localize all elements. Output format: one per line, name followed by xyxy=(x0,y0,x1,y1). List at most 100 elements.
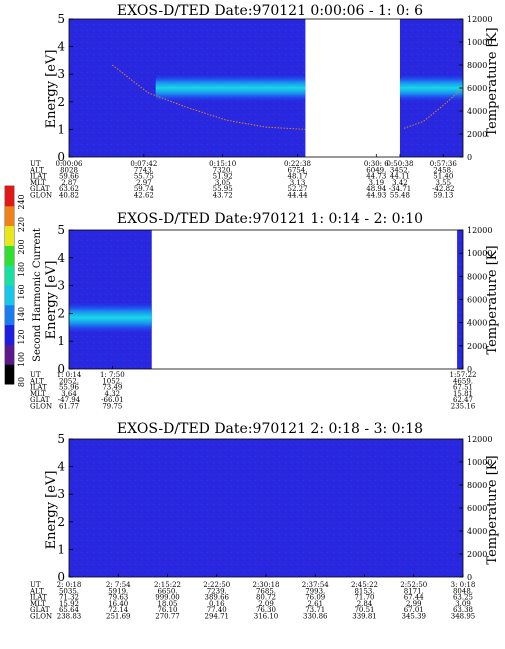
panel-1-yticks: 0 1 2 3 4 5 xyxy=(57,12,73,164)
panel-3-ylabel: Energy [eV] xyxy=(44,471,59,550)
panel-1: EXOS-D/TED Date:970121 0:00:06 - 1: 0: 6… xyxy=(29,3,500,200)
cell-glat: -66.01 xyxy=(101,396,123,404)
cell-ut: 0:30: 6 xyxy=(364,160,389,168)
panel-1-y2ticks: 0 2000 4000 6000 8000 10000 12000 xyxy=(459,15,492,162)
ytick-label: 4 xyxy=(57,40,65,54)
colorbar-tick-label: 160 xyxy=(17,284,26,299)
panel-2: EXOS-D/TED Date:970121 1: 0:14 - 2: 0:10… xyxy=(29,211,500,411)
energy-peak-band xyxy=(69,302,152,333)
cell-ilat: 44.11 xyxy=(390,173,410,181)
cell-alt: 8028 xyxy=(60,166,78,174)
cell-mlt: 4.32 xyxy=(105,390,121,398)
ytick-label: 3 xyxy=(57,67,65,81)
cell-glat: 76.10 xyxy=(157,606,177,614)
cell-glat: 63.38 xyxy=(453,606,473,614)
cell-ut: 2:52:50 xyxy=(400,581,427,589)
panel-1-title: EXOS-D/TED Date:970121 0:00:06 - 1: 0: 6 xyxy=(117,3,423,19)
panel-3: EXOS-D/TED Date:970121 2: 0:18 - 3: 0:18… xyxy=(29,421,500,621)
temperature-trace xyxy=(403,87,464,129)
colorbar-cell xyxy=(5,304,14,326)
colorbar-label: Second Harmonic Current xyxy=(32,228,43,362)
row-label-alt: ALT xyxy=(29,377,44,385)
y2tick-label: 6000 xyxy=(467,84,487,93)
colorbar-cell xyxy=(5,324,14,345)
cell-mlt: 18.05 xyxy=(157,600,177,608)
cell-ilat: 79.63 xyxy=(108,594,128,602)
cell-glon: 348.95 xyxy=(451,613,476,621)
cell-ilat: 67.44 xyxy=(404,594,425,602)
cell-alt: 5035. xyxy=(59,587,79,595)
cell-ilat: 71.32 xyxy=(59,594,79,602)
colorbar-tick-label: 80 xyxy=(17,377,26,387)
cell-glat: -47.94 xyxy=(58,396,81,404)
panel-2-y2label: Temperature [K] xyxy=(485,245,500,354)
ytick-label: 0 xyxy=(57,570,65,584)
row-label-glat: GLAT xyxy=(30,606,50,614)
cell-glat: 73.71 xyxy=(305,606,325,614)
ytick-label: 3 xyxy=(57,279,65,293)
cell-glat: -34.71 xyxy=(389,185,411,193)
cell-glat: 77.40 xyxy=(207,606,227,614)
cell-alt: 5919. xyxy=(108,587,128,595)
ytick-label: 3 xyxy=(57,487,65,501)
cell-glat: 65.64 xyxy=(59,606,80,614)
cell-glon: 251.69 xyxy=(106,613,131,621)
colorbar: 80 100 120 140 160 180 200 220 240 Second Harmon… xyxy=(4,185,43,387)
cell-alt: 8048. xyxy=(453,587,473,595)
panel-2-ylabel: Energy [eV] xyxy=(44,261,59,340)
colorbar-cell xyxy=(5,344,14,365)
cell-mlt: 3.13 xyxy=(290,179,306,187)
row-label-glon: GLON xyxy=(30,192,52,200)
cell-mlt: 15.81 xyxy=(453,390,473,398)
cell-glon: 339.81 xyxy=(352,613,377,621)
cell-glat: 72.14 xyxy=(108,606,129,614)
cell-ilat: 71.70 xyxy=(354,594,374,602)
row-label-glon: GLON xyxy=(30,403,52,411)
cell-ilat: 51.40 xyxy=(433,173,453,181)
panel-2-y2ticks: 0 2000 4000 6000 8000 10000 12000 xyxy=(459,226,492,374)
cell-ut: 0:50:38 xyxy=(386,160,413,168)
colorbar-tick-label: 180 xyxy=(17,262,26,277)
cell-ut: 2:15:22 xyxy=(154,581,181,589)
cell-glon: 270.77 xyxy=(155,613,180,621)
y2tick-label: 10000 xyxy=(467,38,492,47)
cell-ut: 0:15:10 xyxy=(209,160,236,168)
cell-glat: 52.27 xyxy=(287,185,307,193)
row-label-mlt: MLT xyxy=(30,390,46,398)
cell-ilat: 389.66 xyxy=(205,594,230,602)
ytick-label: 5 xyxy=(57,432,65,446)
row-label-ut: UT xyxy=(30,160,41,168)
cell-ilat: 48.17 xyxy=(287,173,307,181)
y2tick-label: 6000 xyxy=(467,296,487,305)
colorbar-cell xyxy=(5,285,14,306)
row-label-ilat: ILAT xyxy=(30,173,47,181)
cell-glon: 330.86 xyxy=(303,613,328,621)
y2tick-label: 10000 xyxy=(467,458,492,467)
cell-glon: 345.39 xyxy=(402,613,427,621)
cell-mlt: 2.99 xyxy=(406,600,422,608)
cell-alt: 7743. xyxy=(134,166,154,174)
row-label-ilat: ILAT xyxy=(30,594,47,602)
colorbar-tick-label: 220 xyxy=(17,217,26,232)
cell-mlt: 2.09 xyxy=(258,600,274,608)
row-label-ilat: ILAT xyxy=(30,384,47,392)
panel-2-title: EXOS-D/TED Date:970121 1: 0:14 - 2: 0:10 xyxy=(117,211,423,227)
ytick-label: 5 xyxy=(57,223,65,237)
row-label-ut: UT xyxy=(30,581,41,589)
cell-mlt: 2.87 xyxy=(61,179,77,187)
cell-glon: 40.82 xyxy=(59,192,79,200)
cell-ut: 1: 7:50 xyxy=(100,371,125,379)
cell-alt: 6049. xyxy=(366,166,386,174)
panel-1-spectrogram xyxy=(68,18,464,158)
y2tick-label: 2000 xyxy=(467,342,487,351)
cell-ut: 2:45:22 xyxy=(351,581,378,589)
panel-3-y2ticks: 0 2000 4000 6000 8000 10000 12000 xyxy=(459,435,492,582)
cell-alt: 6650. xyxy=(157,587,177,595)
colorbar-cell xyxy=(5,205,14,227)
y2tick-label: 12000 xyxy=(467,435,492,444)
y2tick-label: 8000 xyxy=(467,61,487,70)
cell-ilat: 51.92 xyxy=(213,173,233,181)
colorbar-cell xyxy=(5,186,14,207)
